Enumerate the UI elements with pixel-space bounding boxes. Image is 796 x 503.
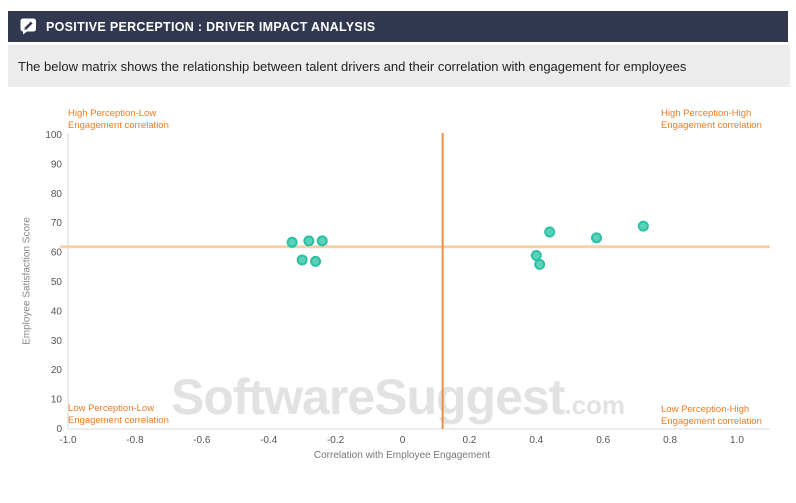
data-point	[316, 235, 328, 247]
svg-text:0.2: 0.2	[462, 435, 476, 446]
y-axis-title: Employee Satisfaction Score	[21, 217, 33, 345]
svg-text:0.6: 0.6	[596, 435, 610, 446]
svg-text:-0.4: -0.4	[260, 435, 278, 446]
widget-subtitle: The below matrix shows the relationship …	[8, 45, 790, 87]
data-point	[544, 226, 556, 238]
data-point	[303, 235, 315, 247]
svg-text:-1.0: -1.0	[59, 435, 77, 446]
svg-text:50: 50	[51, 277, 63, 288]
svg-text:0.8: 0.8	[663, 435, 677, 446]
quadrant-label-bottom-right: Low Perception-High Engagement correlati…	[661, 404, 762, 428]
widget-header: POSITIVE PERCEPTION : DRIVER IMPACT ANAL…	[8, 11, 788, 42]
quadrant-label-line: Low Perception-Low	[68, 403, 155, 414]
svg-text:60: 60	[51, 248, 63, 259]
compose-icon	[20, 18, 37, 35]
quadrant-label-line: High Perception-High	[661, 108, 752, 119]
svg-text:0.4: 0.4	[529, 435, 543, 446]
data-point	[296, 254, 308, 266]
quadrant-label-line: Low Perception-High	[661, 404, 750, 415]
svg-text:90: 90	[51, 159, 63, 170]
quadrant-label-line: Engagement correlation	[68, 415, 169, 426]
watermark-suffix: .com	[564, 390, 626, 420]
svg-text:-0.6: -0.6	[193, 435, 211, 446]
quadrant-label-bottom-left: Low Perception-Low Engagement correlatio…	[68, 403, 169, 427]
svg-text:30: 30	[51, 336, 63, 347]
data-point	[286, 236, 298, 248]
svg-text:1.0: 1.0	[730, 435, 744, 446]
quadrant-label-line: High Perception-Low	[68, 108, 157, 119]
quadrant-label-line: Engagement correlation	[68, 120, 169, 131]
watermark: SoftwareSuggest.com	[0, 372, 796, 430]
widget-title: POSITIVE PERCEPTION : DRIVER IMPACT ANAL…	[46, 19, 376, 34]
data-point	[591, 232, 603, 244]
quadrant-label-line: Engagement correlation	[661, 120, 762, 131]
svg-text:0: 0	[400, 435, 406, 446]
svg-text:-0.8: -0.8	[126, 435, 144, 446]
watermark-main: SoftwareSuggest	[170, 369, 565, 425]
data-point	[530, 250, 542, 262]
data-point	[534, 258, 546, 270]
svg-text:100: 100	[45, 130, 62, 141]
scatter-chart: SoftwareSuggest.com High Perception-Low …	[0, 95, 796, 495]
svg-text:80: 80	[51, 189, 63, 200]
plot-area: -1.0 -0.8 -0.6 -0.4 -0.2 0 0.2 0.4 0.6 0.8 1.00102…	[45, 130, 770, 446]
data-point	[637, 220, 649, 232]
svg-text:70: 70	[51, 218, 63, 229]
quadrant-label-top-left: High Perception-Low Engagement correlati…	[68, 108, 169, 132]
data-point	[310, 255, 322, 267]
quadrant-label-line: Engagement correlation	[661, 416, 762, 427]
svg-text:40: 40	[51, 306, 63, 317]
x-axis-title: Correlation with Employee Engagement	[313, 450, 491, 461]
svg-text:-0.2: -0.2	[327, 435, 345, 446]
quadrant-label-top-right: High Perception-High Engagement correlat…	[661, 108, 762, 132]
